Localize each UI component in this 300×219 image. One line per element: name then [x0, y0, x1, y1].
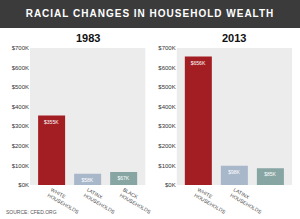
svg-text:$0K: $0K [165, 182, 176, 188]
svg-text:$0K: $0K [18, 182, 29, 188]
svg-text:WHITEHOUSEHOLDS: WHITEHOUSEHOLDS [47, 186, 84, 215]
svg-text:$100K: $100K [158, 163, 175, 169]
svg-text:$700K: $700K [12, 45, 29, 51]
svg-text:$700K: $700K [158, 45, 175, 51]
svg-text:LATINXHOUSEHOLDS: LATINXHOUSEHOLDS [229, 186, 266, 215]
svg-text:$600K: $600K [158, 65, 175, 71]
html-text:RACIAL CHANGES IN HOUSEHOLD WE: RACIAL CHANGES IN HOUSEHOLD WEALTH [25, 8, 275, 19]
svg-text:$100K: $100K [12, 163, 29, 169]
svg-text:$67K: $67K [117, 175, 129, 181]
svg-text:$500K: $500K [158, 84, 175, 90]
svg-text:$355K: $355K [44, 119, 59, 125]
svg-text:$656K: $656K [191, 60, 206, 66]
svg-text:$200K: $200K [12, 143, 29, 149]
svg-text:$400K: $400K [12, 104, 29, 110]
svg-text:$85K: $85K [264, 171, 276, 177]
svg-text:1983: 1983 [76, 32, 100, 44]
svg-text:2013: 2013 [222, 32, 246, 44]
svg-text:$200K: $200K [158, 143, 175, 149]
svg-text:$58K: $58K [81, 177, 93, 183]
svg-text:$500K: $500K [12, 84, 29, 90]
svg-text:WHITEHOUSEHOLDS: WHITEHOUSEHOLDS [193, 186, 230, 215]
svg-text:BLACKHOUSEHOLDS: BLACKHOUSEHOLDS [119, 186, 156, 215]
svg-text:SOURCE: CFED.ORG: SOURCE: CFED.ORG [6, 209, 57, 215]
svg-text:$98K: $98K [228, 169, 240, 175]
svg-text:$400K: $400K [158, 104, 175, 110]
svg-text:LATINXHOUSEHOLDS: LATINXHOUSEHOLDS [83, 186, 120, 215]
svg-text:$300K: $300K [158, 123, 175, 129]
svg-text:$300K: $300K [12, 123, 29, 129]
svg-text:$600K: $600K [12, 65, 29, 71]
